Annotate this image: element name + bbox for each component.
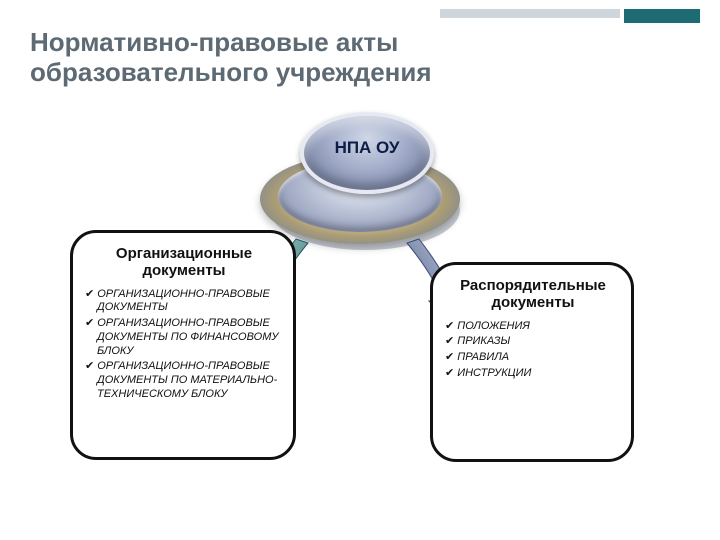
left-box: Организационные документы ОРГАНИЗАЦИОННО… [70,230,296,460]
left-box-list: ОРГАНИЗАЦИОННО-ПРАВОВЫЕ ДОКУМЕНТЫ ОРГАНИ… [85,288,283,402]
page-title: Нормативно-правовые акты образовательног… [30,28,432,88]
title-line-1: Нормативно-правовые акты [30,28,432,58]
list-item: ОРГАНИЗАЦИОННО-ПРАВОВЫЕ ДОКУМЕНТЫ [85,288,283,316]
left-box-title-l1: Организационные [116,245,252,262]
list-item: ОРГАНИЗАЦИОННО-ПРАВОВЫЕ ДОКУМЕНТЫ ПО ФИН… [85,317,283,358]
list-item: ПРИКАЗЫ [445,335,621,349]
decor-top [440,9,700,23]
list-item: ПОЛОЖЕНИЯ [445,320,621,334]
center-medallion: НПА ОУ [260,112,460,252]
right-box-list: ПОЛОЖЕНИЯ ПРИКАЗЫ ПРАВИЛА ИНСТРУКЦИИ [445,320,621,381]
list-item: ОРГАНИЗАЦИОННО-ПРАВОВЫЕ ДОКУМЕНТЫ ПО МАТ… [85,360,283,401]
right-box-title: Распорядительные документы [445,277,621,312]
medallion-button: НПА ОУ [300,112,434,194]
left-box-title-l2: документы [143,262,226,279]
right-box-title-l1: Распорядительные [460,277,606,294]
list-item: ПРАВИЛА [445,351,621,365]
title-line-2: образовательного учреждения [30,58,432,88]
right-box: Распорядительные документы ПОЛОЖЕНИЯ ПРИ… [430,262,634,462]
right-box-title-l2: документы [492,294,575,311]
medallion-label: НПА ОУ [304,138,430,158]
decor-block-light [440,9,620,18]
decor-block-dark [624,9,700,23]
list-item: ИНСТРУКЦИИ [445,367,621,381]
left-box-title: Организационные документы [85,245,283,280]
